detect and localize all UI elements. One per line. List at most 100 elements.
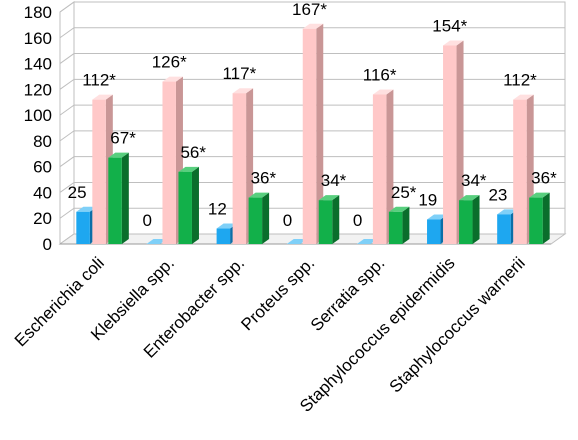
bar-top bbox=[427, 214, 448, 220]
bar bbox=[529, 192, 550, 244]
bar-side bbox=[456, 40, 464, 245]
y-axis-ticks: 0 20 40 60 80 100 120 140 160 180 bbox=[24, 3, 52, 254]
data-label: 67* bbox=[110, 129, 136, 148]
bar-front bbox=[92, 99, 106, 245]
bar-front bbox=[318, 200, 333, 244]
bar bbox=[318, 195, 340, 244]
bars bbox=[76, 23, 550, 245]
bar-front bbox=[178, 171, 192, 244]
data-label: 56* bbox=[180, 143, 206, 162]
bar bbox=[302, 23, 324, 245]
gridline bbox=[59, 1, 565, 13]
bar-side bbox=[542, 192, 550, 244]
bar-top bbox=[216, 223, 238, 229]
gridline bbox=[59, 104, 565, 116]
side-wall bbox=[59, 1, 75, 245]
data-label: 34* bbox=[461, 171, 487, 190]
bar bbox=[356, 239, 378, 245]
bar-front bbox=[388, 211, 403, 244]
bar bbox=[443, 40, 464, 245]
bar-front bbox=[372, 94, 387, 244]
bar-side bbox=[332, 195, 340, 244]
gridline bbox=[59, 156, 565, 168]
bar bbox=[372, 89, 394, 244]
bar bbox=[248, 192, 270, 244]
bar bbox=[178, 166, 199, 244]
y-tick-label: 100 bbox=[24, 106, 52, 125]
gridline bbox=[59, 130, 565, 142]
bar-top bbox=[232, 88, 254, 94]
bar-front bbox=[427, 219, 441, 244]
bar-front bbox=[302, 28, 317, 245]
data-label: 126* bbox=[152, 53, 187, 72]
data-label: 0 bbox=[283, 211, 292, 230]
y-tick-label: 140 bbox=[24, 55, 52, 74]
data-labels: 25 112* 67* 0 126* 56* 12 117* 36* 0 167* 34* 0 116* 2… bbox=[68, 0, 557, 230]
bar-top bbox=[356, 239, 378, 244]
y-tick-label: 180 bbox=[24, 3, 52, 22]
data-label: 19 bbox=[418, 191, 437, 210]
data-label: 0 bbox=[353, 211, 362, 230]
bar bbox=[388, 206, 410, 244]
bar-front bbox=[108, 157, 122, 244]
bar-top bbox=[162, 76, 183, 82]
bar-top bbox=[443, 40, 464, 46]
data-label: 36* bbox=[531, 169, 557, 188]
y-tick-label: 80 bbox=[33, 132, 52, 151]
data-label: 23 bbox=[488, 185, 507, 204]
bar-front bbox=[459, 200, 473, 244]
bar-top bbox=[529, 192, 550, 198]
bar-top bbox=[459, 195, 480, 201]
bar-top bbox=[76, 206, 97, 212]
gridlines bbox=[59, 1, 565, 245]
data-label: 0 bbox=[142, 211, 151, 230]
y-tick-label: 160 bbox=[24, 29, 52, 48]
bar-top bbox=[318, 195, 340, 201]
data-label: 112* bbox=[82, 71, 116, 90]
bar-side bbox=[121, 152, 129, 244]
bar-top bbox=[302, 23, 324, 29]
gridline bbox=[59, 181, 565, 193]
data-label: 117* bbox=[222, 64, 256, 83]
y-tick-label: 120 bbox=[24, 80, 52, 99]
bar-front bbox=[529, 197, 543, 244]
bar bbox=[108, 152, 129, 244]
data-label: 36* bbox=[251, 169, 277, 188]
bar-top bbox=[146, 239, 167, 244]
bar-top bbox=[513, 94, 534, 100]
bar-side bbox=[191, 166, 199, 244]
data-label: 116* bbox=[363, 65, 397, 84]
bar-top bbox=[388, 206, 410, 212]
bar bbox=[286, 239, 308, 245]
bar-side bbox=[386, 89, 394, 244]
bar-side bbox=[402, 206, 410, 244]
bar-front bbox=[216, 228, 231, 244]
bar-top bbox=[92, 94, 113, 100]
y-tick-label: 20 bbox=[33, 209, 52, 228]
bar-top bbox=[178, 166, 199, 172]
y-tick-label: 60 bbox=[33, 158, 52, 177]
bar-front bbox=[443, 45, 457, 245]
bar-front bbox=[162, 81, 176, 244]
data-label: 12 bbox=[208, 200, 227, 219]
bar-top bbox=[372, 89, 394, 95]
bar-top bbox=[248, 192, 270, 198]
data-label: 34* bbox=[321, 171, 347, 190]
y-tick-label: 40 bbox=[33, 183, 52, 202]
bar-front bbox=[248, 197, 263, 244]
bar-top bbox=[497, 209, 518, 215]
gridline bbox=[59, 78, 565, 90]
bar-top bbox=[108, 152, 129, 158]
bar-front bbox=[232, 93, 247, 244]
data-label: 154* bbox=[432, 17, 467, 36]
bar-side bbox=[316, 23, 324, 245]
data-label: 167* bbox=[292, 0, 327, 19]
bar bbox=[459, 195, 480, 244]
bar-front bbox=[497, 214, 511, 244]
gridline bbox=[59, 27, 565, 39]
data-label: 25* bbox=[391, 183, 417, 202]
bar-side bbox=[262, 192, 270, 244]
bar-front bbox=[76, 211, 90, 244]
